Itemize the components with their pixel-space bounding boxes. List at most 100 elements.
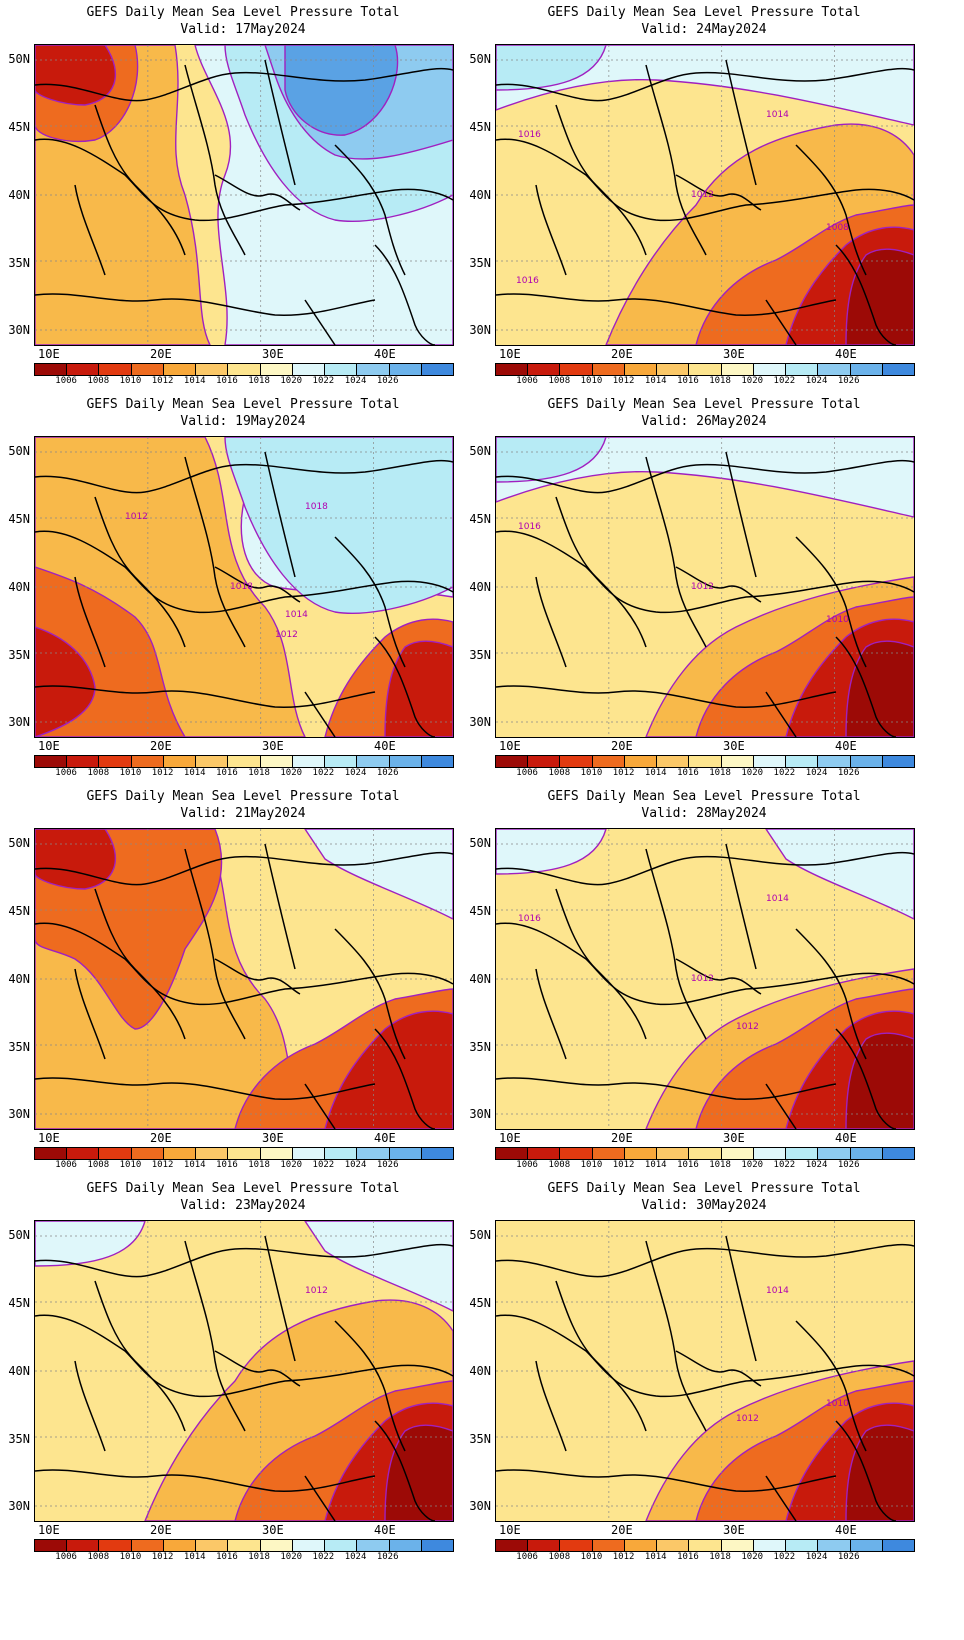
colorbar-swatch (753, 1540, 787, 1551)
colorbar-label: 1010 (580, 1160, 603, 1170)
pressure-region (496, 829, 607, 875)
colorbar-swatch (163, 364, 197, 375)
colorbar (495, 1539, 915, 1552)
valid-date: Valid: 23May2024 (180, 1198, 306, 1213)
coastline-border (496, 1469, 837, 1492)
latitude-label: 30N (469, 715, 491, 729)
contour-label: 1012 (125, 512, 148, 522)
coastline-border (496, 138, 914, 222)
colorbar-label: 1022 (312, 376, 335, 386)
colorbar-swatch (131, 1540, 164, 1551)
colorbar (34, 755, 454, 768)
colorbar-swatch (496, 1148, 529, 1159)
colorbar-label: 1008 (548, 376, 571, 386)
colorbar-label: 1010 (580, 1552, 603, 1562)
colorbar-swatch (624, 364, 658, 375)
map-canvas: 1016 1014 1012 1008 1016 (496, 45, 914, 345)
colorbar-label: 1006 (516, 376, 538, 386)
longitude-label: 40E (835, 1523, 857, 1537)
colorbar-label: 1024 (805, 768, 828, 778)
coastline-border (94, 104, 186, 256)
coastline-border (535, 1360, 567, 1452)
title-line: GEFS Daily Mean Sea Level Pressure Total (86, 5, 400, 20)
colorbar-swatch (689, 1148, 722, 1159)
colorbar-label: 1008 (87, 1160, 110, 1170)
pressure-region (284, 45, 399, 136)
coastline-border (725, 59, 757, 186)
colorbar-swatch (850, 1540, 883, 1551)
colorbar-swatch (389, 756, 422, 767)
colorbar-label: 1018 (248, 768, 270, 778)
colorbar-label: 1008 (548, 1160, 571, 1170)
latitude-label: 50N (8, 444, 30, 458)
colorbar-label: 1020 (741, 1160, 764, 1170)
latitude-label: 30N (469, 1499, 491, 1513)
longitude-label: 40E (374, 739, 396, 753)
coastline-border (535, 576, 567, 668)
colorbar-swatch (292, 1540, 326, 1551)
latitude-label: 45N (8, 120, 30, 134)
colorbar-swatch (35, 364, 68, 375)
coastline-border (184, 1240, 246, 1432)
panel-title: GEFS Daily Mean Sea Level Pressure Total… (495, 396, 913, 430)
latitude-label: 30N (8, 715, 30, 729)
coastline-border (35, 851, 453, 886)
latitude-label: 50N (469, 836, 491, 850)
colorbar-label: 1014 (183, 1160, 206, 1170)
latitude-label: 40N (469, 972, 491, 986)
colorbar-swatch (753, 1148, 787, 1159)
coastline-border (264, 451, 296, 578)
map-panel: GEFS Daily Mean Sea Level Pressure Total… (461, 0, 943, 410)
coastline-border (555, 496, 647, 648)
valid-date: Valid: 26May2024 (641, 414, 767, 429)
map-panel: GEFS Daily Mean Sea Level Pressure Total… (461, 784, 943, 1194)
pressure-map (34, 44, 454, 346)
colorbar-label: 1016 (677, 768, 699, 778)
colorbar-label: 1018 (248, 376, 270, 386)
contour-label: 1016 (518, 914, 541, 924)
coastline-border (645, 64, 707, 256)
colorbar-swatch (528, 1540, 561, 1551)
colorbar-swatch (657, 364, 690, 375)
longitude-label: 30E (262, 739, 284, 753)
colorbar (495, 363, 915, 376)
colorbar-swatch (882, 1148, 915, 1159)
latitude-label: 45N (469, 120, 491, 134)
coastline-border (675, 1350, 762, 1387)
pressure-map: 1016 1014 1012 1012 (495, 828, 915, 1130)
colorbar-label: 1010 (580, 768, 603, 778)
colorbar (34, 1539, 454, 1552)
colorbar-swatch (496, 1540, 529, 1551)
colorbar-label: 1018 (248, 1160, 270, 1170)
coastline-border (496, 1243, 914, 1278)
colorbar-swatch (624, 756, 658, 767)
latitude-label: 45N (469, 512, 491, 526)
contour-label: 1012 (691, 582, 714, 592)
colorbar-swatch (99, 364, 132, 375)
pressure-region (35, 45, 116, 106)
colorbar-label: 1014 (644, 1160, 667, 1170)
colorbar-swatch (196, 1148, 229, 1159)
colorbar-label: 1010 (119, 1160, 142, 1170)
colorbar-label: 1022 (312, 1160, 335, 1170)
colorbar (495, 1147, 915, 1160)
colorbar-label: 1012 (151, 376, 174, 386)
pressure-region (224, 437, 453, 614)
colorbar-label: 1020 (280, 768, 303, 778)
pressure-region (304, 829, 453, 920)
pressure-region (35, 1221, 146, 1267)
map-panel: GEFS Daily Mean Sea Level Pressure Total… (0, 0, 482, 410)
colorbar-label: 1018 (248, 1552, 270, 1562)
coastline-border (94, 496, 186, 648)
colorbar-swatch (689, 756, 722, 767)
colorbar-swatch (592, 1540, 625, 1551)
colorbar-label: 1006 (55, 1552, 77, 1562)
coastline-border (765, 299, 797, 345)
coastline-border (214, 174, 301, 211)
colorbar-swatch (325, 1540, 358, 1551)
pressure-region (765, 829, 914, 920)
map-canvas (35, 45, 453, 345)
map-canvas: 1016 1012 1010 (496, 437, 914, 737)
longitude-label: 20E (611, 347, 633, 361)
latitude-label: 30N (469, 1107, 491, 1121)
